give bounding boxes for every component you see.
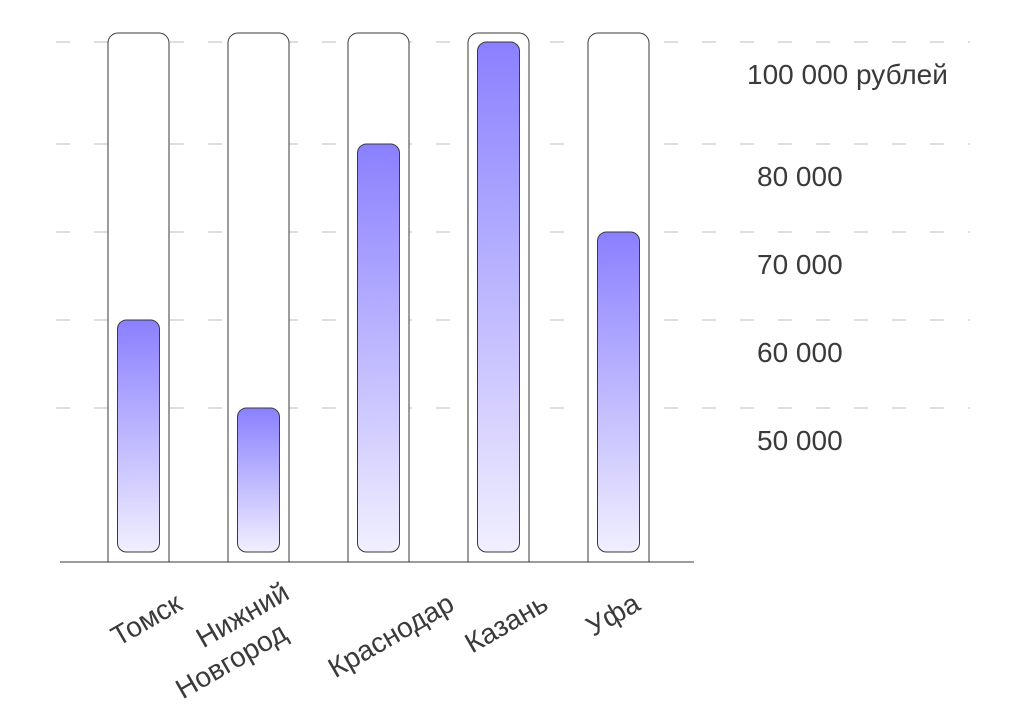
y-tick-label: 50 000 xyxy=(757,425,843,456)
bars xyxy=(117,41,640,553)
bar xyxy=(357,143,400,553)
y-tick-labels: 100 000 рублей 80 000 70 000 60 000 50 000 xyxy=(747,59,948,456)
bar xyxy=(597,231,640,553)
bar xyxy=(237,407,280,553)
baseline-mask xyxy=(0,562,1024,603)
bar xyxy=(117,319,160,553)
y-tick-label: 100 000 рублей xyxy=(747,59,948,90)
y-tick-label: 80 000 xyxy=(757,161,843,192)
y-tick-label: 70 000 xyxy=(757,249,843,280)
y-tick-label: 60 000 xyxy=(757,337,843,368)
bar xyxy=(477,41,520,553)
